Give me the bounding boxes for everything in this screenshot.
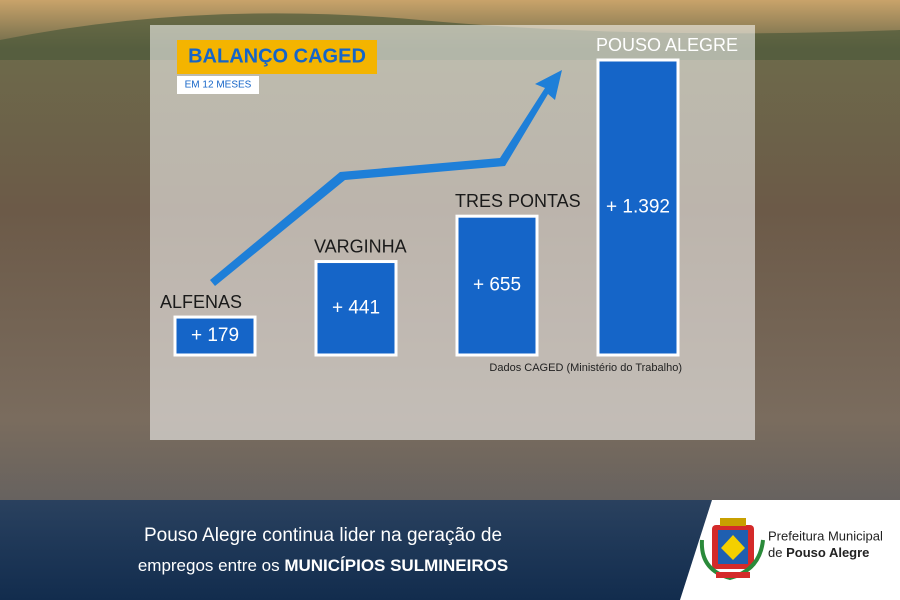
value-label: + 179	[191, 325, 239, 346]
logo-line2: de Pouso Alegre	[768, 545, 869, 560]
footer-line1: Pouso Alegre continua lider na geração d…	[144, 525, 502, 546]
coat-of-arms	[699, 518, 765, 581]
value-label: + 1.392	[606, 197, 670, 218]
chart-title: BALANÇO CAGED	[188, 45, 366, 67]
category-label: ALFENAS	[160, 292, 242, 312]
logo-line1: Prefeitura Municipal	[768, 528, 883, 543]
source-note: Dados CAGED (Ministério do Trabalho)	[489, 362, 682, 374]
bar	[596, 58, 680, 357]
category-label: VARGINHA	[314, 236, 407, 256]
bar	[173, 315, 257, 357]
bar	[314, 260, 398, 357]
logo-bold: Pouso Alegre	[786, 545, 869, 560]
bar	[455, 214, 539, 357]
bars: + 179 ALFENAS + 441 VARGINHA + 655 TRES PONTA…	[160, 35, 738, 357]
subtitle-box	[177, 76, 259, 94]
value-label: + 655	[473, 275, 521, 296]
footer-bold: MUNICÍPIOS SULMINEIROS	[284, 556, 508, 575]
category-label: TRES PONTAS	[455, 191, 581, 211]
value-label: + 441	[332, 297, 380, 318]
title-box	[177, 40, 377, 74]
footer-line2: empregos entre os MUNICÍPIOS SULMINEIROS	[138, 556, 508, 575]
chart-subtitle: EM 12 MESES	[185, 80, 252, 91]
logo-prefix: de	[768, 545, 782, 560]
category-label: POUSO ALEGRE	[596, 35, 738, 55]
footer-text: empregos entre os	[138, 556, 280, 575]
